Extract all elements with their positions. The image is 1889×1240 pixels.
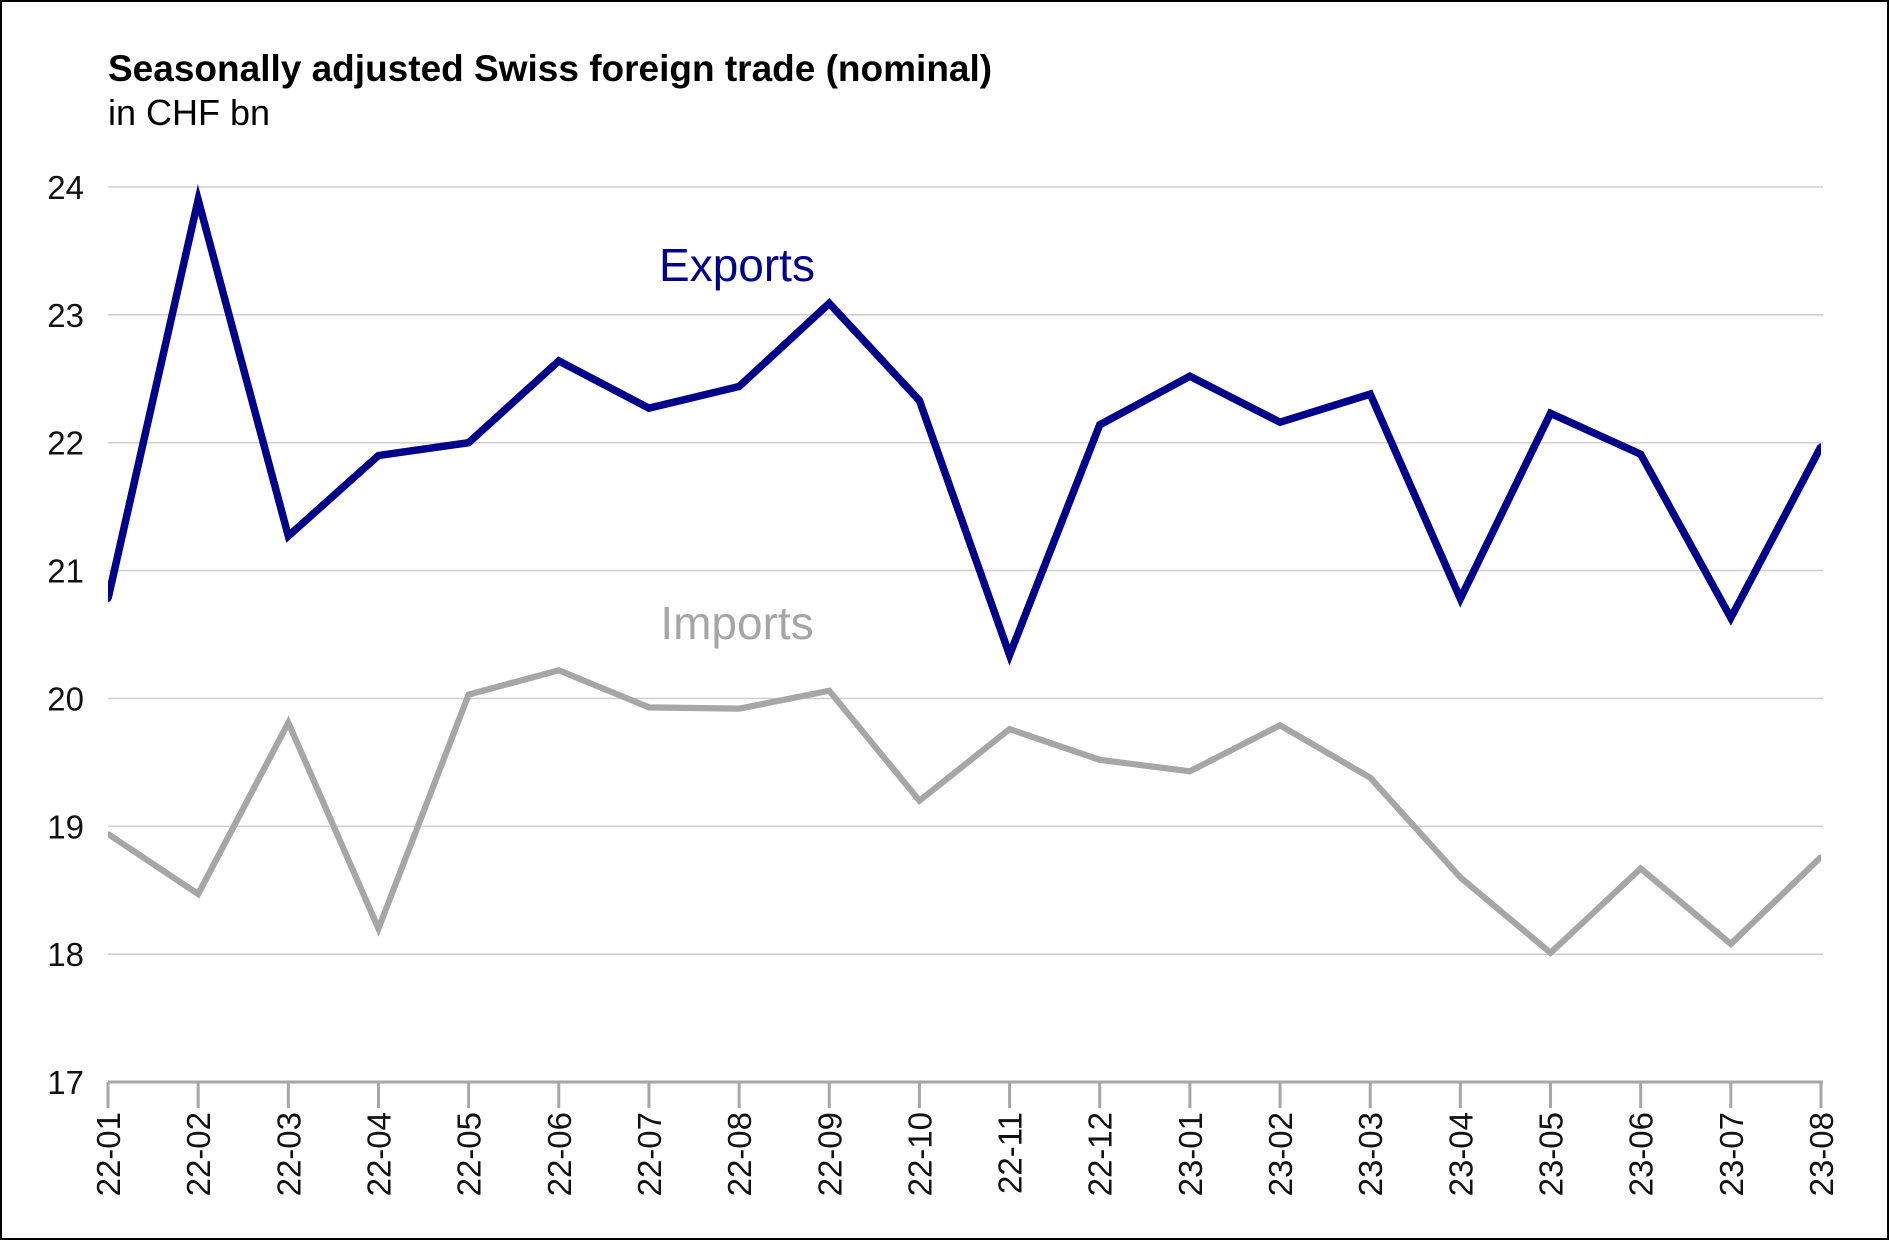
x-tick-label: 23-01: [1172, 1112, 1209, 1196]
data-point-imports: [1638, 865, 1644, 872]
x-tick-label: 22-08: [721, 1112, 758, 1196]
x-tick-label: 22-03: [270, 1112, 307, 1196]
gridlines: [108, 186, 1823, 955]
data-point-exports: [1817, 443, 1821, 450]
data-point-exports: [645, 404, 653, 412]
data-point-exports: [916, 397, 923, 404]
data-point-exports: [1276, 419, 1284, 426]
data-point-exports: [1006, 651, 1013, 659]
data-point-exports: [1186, 372, 1194, 380]
data-point-imports: [1367, 775, 1373, 781]
y-tick-label: 20: [47, 680, 84, 717]
series-labels: Exports Imports: [659, 239, 815, 649]
x-tick-label: 23-06: [1623, 1112, 1660, 1196]
y-tick-label: 17: [47, 1064, 84, 1101]
data-point-imports: [556, 667, 562, 673]
series-label-imports: Imports: [660, 597, 813, 649]
x-tick-label: 22-04: [360, 1112, 397, 1196]
data-point-imports: [1006, 726, 1013, 732]
data-point-exports: [1727, 614, 1735, 622]
data-point-exports: [194, 196, 202, 204]
x-axis: [106, 1080, 1823, 1108]
x-tick-label: 23-02: [1262, 1112, 1299, 1196]
data-point-exports: [1547, 410, 1554, 417]
x-tick-label: 22-05: [451, 1112, 488, 1196]
data-point-exports: [465, 439, 472, 446]
y-tick-label: 24: [47, 169, 84, 206]
data-point-exports: [1366, 390, 1374, 398]
y-tick-label: 22: [47, 425, 84, 462]
data-point-imports: [108, 831, 111, 837]
x-tick-label: 23-08: [1803, 1112, 1840, 1196]
data-point-imports: [1818, 854, 1821, 860]
y-tick-label: 19: [47, 808, 84, 845]
data-point-exports: [826, 300, 833, 307]
data-point-imports: [916, 798, 923, 804]
x-tick-label: 22-06: [541, 1112, 578, 1196]
y-tick-label: 21: [47, 553, 84, 590]
x-tick-label: 22-01: [90, 1112, 127, 1196]
chart-title: Seasonally adjusted Swiss foreign trade …: [108, 48, 992, 89]
data-point-exports: [285, 532, 292, 540]
series-lines: [108, 184, 1821, 957]
data-point-imports: [826, 688, 832, 694]
data-point-exports: [1637, 450, 1644, 458]
data-point-exports: [375, 452, 382, 459]
data-point-imports: [736, 706, 742, 712]
data-point-imports: [1457, 874, 1463, 881]
data-point-imports: [1187, 768, 1193, 774]
x-tick-label: 23-04: [1442, 1112, 1479, 1196]
x-tick-label: 23-03: [1352, 1112, 1389, 1196]
data-point-imports: [1097, 757, 1103, 763]
x-tick-label: 22-07: [631, 1112, 668, 1196]
y-axis-tick-labels: 17 18 19 20 21 22 23 24: [47, 169, 84, 1101]
y-tick-label: 23: [47, 297, 84, 334]
data-point-imports: [285, 720, 291, 726]
data-point-imports: [1728, 941, 1734, 947]
y-tick-label: 18: [47, 936, 84, 973]
data-point-exports: [108, 595, 112, 602]
series-label-exports: Exports: [659, 239, 815, 291]
x-tick-label: 22-02: [180, 1112, 217, 1196]
x-tick-label: 23-05: [1533, 1112, 1570, 1196]
data-point-imports: [1547, 950, 1554, 956]
x-tick-label: 22-11: [992, 1112, 1029, 1194]
data-point-imports: [375, 925, 382, 932]
chart-subtitle: in CHF bn: [108, 92, 270, 133]
series-line-imports: [108, 667, 1821, 957]
data-point-exports: [555, 357, 563, 365]
x-tick-label: 22-12: [1082, 1112, 1119, 1196]
x-axis-tick-labels: 22-01 22-02 22-03 22-04 22-05 22-06 22-07 22-08…: [90, 1112, 1840, 1196]
x-tick-label: 22-10: [901, 1112, 938, 1196]
series-line-exports: [108, 184, 1821, 666]
data-point-exports: [735, 383, 743, 390]
data-point-exports: [1096, 421, 1103, 429]
x-tick-label: 22-09: [811, 1112, 848, 1196]
data-point-imports: [1277, 722, 1283, 728]
data-point-imports: [195, 891, 201, 897]
data-point-exports: [1457, 595, 1464, 602]
x-tick-label: 23-07: [1713, 1112, 1750, 1196]
data-point-imports: [646, 704, 652, 710]
data-point-imports: [466, 691, 472, 698]
